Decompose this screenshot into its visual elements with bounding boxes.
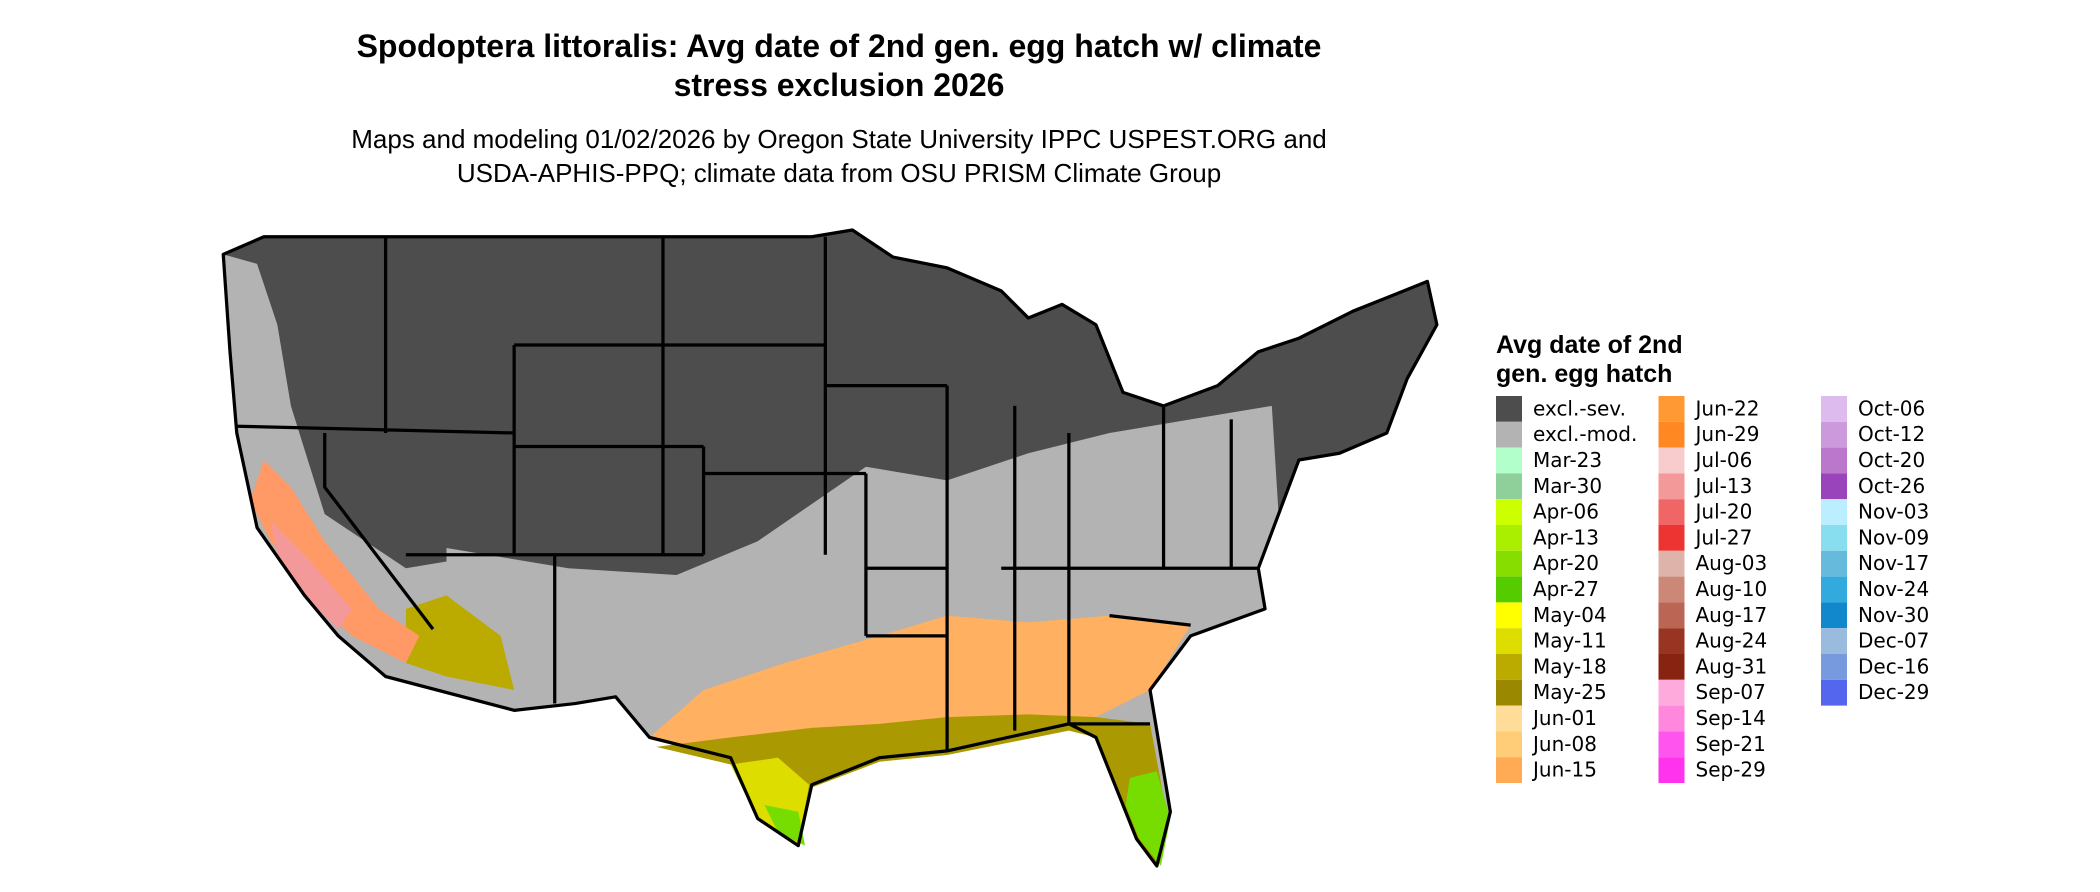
legend-swatch bbox=[1658, 396, 1685, 422]
legend-label: Sep-14 bbox=[1696, 706, 1766, 730]
map-california-pink bbox=[270, 520, 352, 630]
legend-swatch bbox=[1821, 473, 1847, 500]
legend-label: Sep-29 bbox=[1696, 758, 1766, 782]
legend-label: Apr-13 bbox=[1533, 525, 1599, 549]
legend-label: Jun-29 bbox=[1694, 422, 1760, 446]
legend-label: Sep-21 bbox=[1696, 732, 1766, 756]
legend-swatch bbox=[1658, 654, 1685, 680]
legend-label: Oct-12 bbox=[1858, 422, 1925, 446]
legend-swatch bbox=[1496, 628, 1522, 654]
legend-swatch bbox=[1496, 396, 1522, 422]
legend-label: Dec-07 bbox=[1858, 629, 1929, 653]
legend-swatch bbox=[1496, 731, 1522, 758]
subtitle: USDA-APHIS-PPQ; climate data from OSU PR… bbox=[457, 158, 1221, 188]
map-apr-texas-tip bbox=[764, 805, 806, 846]
legend-swatch bbox=[1496, 757, 1522, 783]
legend-swatch bbox=[1658, 602, 1685, 629]
legend-label: Dec-16 bbox=[1858, 654, 1929, 678]
legend-label: Nov-30 bbox=[1858, 603, 1929, 627]
legend-swatch bbox=[1496, 679, 1522, 706]
map-arizona bbox=[405, 595, 515, 691]
legend-label: Jul-13 bbox=[1694, 474, 1753, 498]
legend-label: Oct-20 bbox=[1858, 448, 1925, 472]
title: stress exclusion 2026 bbox=[674, 67, 1005, 103]
legend-label: Mar-23 bbox=[1533, 448, 1602, 472]
map-california bbox=[250, 460, 420, 663]
legend-swatch bbox=[1821, 654, 1847, 680]
legend-swatch bbox=[1496, 550, 1522, 577]
legend-swatch bbox=[1658, 421, 1685, 448]
legend-swatch bbox=[1821, 421, 1847, 448]
legend-label: Dec-29 bbox=[1858, 680, 1929, 704]
legend-swatch bbox=[1821, 576, 1847, 603]
legend-swatch bbox=[1658, 628, 1685, 654]
state-borders bbox=[221, 228, 1439, 868]
legend-label: Jun-15 bbox=[1531, 758, 1597, 782]
legend-swatch bbox=[1821, 602, 1847, 629]
legend-swatch bbox=[1821, 550, 1847, 577]
legend-swatch bbox=[1658, 550, 1685, 577]
legend-label: May-04 bbox=[1533, 603, 1607, 627]
legend-swatch bbox=[1496, 705, 1522, 732]
legend-label: Aug-03 bbox=[1696, 551, 1768, 575]
legend-swatch bbox=[1821, 628, 1847, 654]
legend-label: Oct-06 bbox=[1858, 396, 1925, 420]
legend-label: Nov-24 bbox=[1858, 577, 1929, 601]
legend-swatch bbox=[1821, 525, 1847, 551]
legend-label: Jul-20 bbox=[1694, 500, 1753, 524]
legend-swatch bbox=[1658, 679, 1685, 706]
legend-swatch bbox=[1658, 705, 1685, 732]
legend-label: Nov-17 bbox=[1858, 551, 1929, 575]
legend-label: Jul-27 bbox=[1694, 525, 1753, 549]
legend-label: Aug-31 bbox=[1696, 654, 1768, 678]
legend-label: Mar-30 bbox=[1533, 474, 1602, 498]
legend-swatch bbox=[1496, 602, 1522, 629]
legend-label: Apr-27 bbox=[1533, 577, 1599, 601]
legend-label: Apr-20 bbox=[1533, 551, 1599, 575]
legend-label: Jun-22 bbox=[1694, 396, 1760, 420]
legend-swatch bbox=[1658, 473, 1685, 500]
legend-label: Sep-07 bbox=[1696, 680, 1766, 704]
legend-label: Aug-24 bbox=[1696, 629, 1768, 653]
legend-swatch bbox=[1496, 654, 1522, 680]
legend-swatch bbox=[1496, 525, 1522, 551]
legend-label: Jun-08 bbox=[1531, 732, 1597, 756]
legend-swatch bbox=[1496, 447, 1522, 474]
legend-label: Oct-26 bbox=[1858, 474, 1925, 498]
map-florida-south bbox=[1125, 771, 1171, 866]
legend-swatch bbox=[1658, 757, 1685, 783]
legend-label: May-18 bbox=[1533, 654, 1607, 678]
legend-swatch bbox=[1496, 499, 1522, 525]
legend-title: gen. egg hatch bbox=[1496, 360, 1672, 388]
legend-label: Aug-10 bbox=[1696, 577, 1768, 601]
legend-label: excl.-sev. bbox=[1533, 396, 1626, 420]
legend-label: Jun-01 bbox=[1531, 706, 1597, 730]
legend-label: Nov-09 bbox=[1858, 525, 1929, 549]
legend-label: excl.-mod. bbox=[1533, 422, 1637, 446]
legend-title: Avg date of 2nd bbox=[1496, 331, 1683, 359]
legend-swatch bbox=[1821, 447, 1847, 474]
legend-label: Nov-03 bbox=[1858, 500, 1929, 524]
legend-swatch bbox=[1658, 576, 1685, 603]
legend-swatch bbox=[1496, 473, 1522, 500]
title: Spodoptera littoralis: Avg date of 2nd g… bbox=[357, 28, 1322, 64]
legend-label: May-11 bbox=[1533, 629, 1607, 653]
legend-swatch bbox=[1658, 525, 1685, 551]
legend-swatch bbox=[1658, 447, 1685, 474]
legend: Avg date of 2nd gen. egg hatch excl.-sev… bbox=[1496, 331, 1929, 783]
legend-label: May-25 bbox=[1533, 680, 1607, 704]
us-map bbox=[221, 228, 1439, 868]
legend-swatch bbox=[1658, 499, 1685, 525]
legend-label: Apr-06 bbox=[1533, 500, 1599, 524]
legend-label: Jul-06 bbox=[1694, 448, 1753, 472]
legend-swatch bbox=[1496, 576, 1522, 603]
legend-swatch bbox=[1496, 421, 1522, 448]
legend-swatch bbox=[1821, 499, 1847, 525]
legend-swatch bbox=[1821, 396, 1847, 422]
subtitle: Maps and modeling 01/02/2026 by Oregon S… bbox=[351, 124, 1327, 154]
legend-swatch bbox=[1821, 679, 1847, 706]
legend-swatch bbox=[1658, 731, 1685, 758]
legend-label: Aug-17 bbox=[1696, 603, 1768, 627]
